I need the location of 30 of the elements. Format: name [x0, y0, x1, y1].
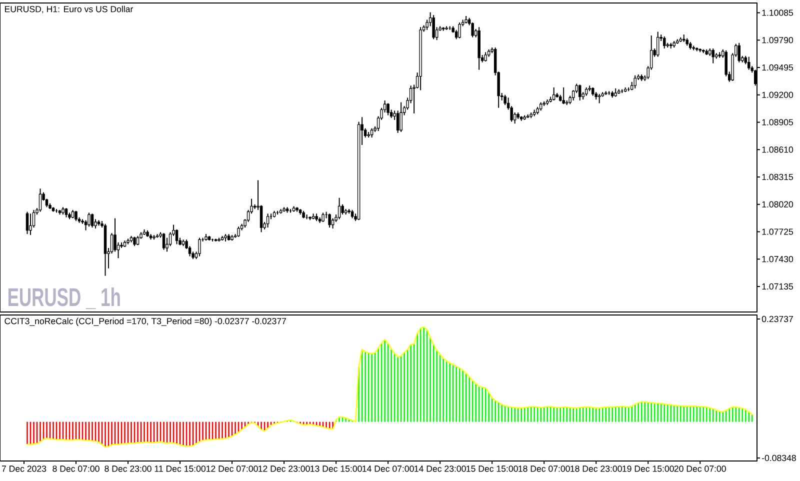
y-tick-label: 1.08020 [762, 201, 794, 208]
y-tick-label: 1.08315 [762, 174, 794, 180]
x-tick-label: 13 Dec 15:00 [310, 466, 362, 472]
y-tick-label: 1.07725 [762, 228, 794, 235]
x-tick-label: 18 Dec 07:00 [518, 466, 570, 472]
y-tick-label: 1.08905 [762, 119, 794, 126]
y-tick-label: 1.07430 [762, 256, 794, 262]
y-tick-label: 1.09790 [762, 36, 794, 44]
x-tick-label: 8 Dec 23:00 [104, 466, 152, 472]
x-tick-label: 18 Dec 23:00 [570, 466, 622, 472]
annotation: EURUSD _ 1h [8, 287, 120, 310]
chart-title: EURUSD, H1: Euro vs US Dollar [5, 6, 134, 14]
x-tick-label: 19 Dec 15:00 [622, 466, 674, 472]
x-tick-label: 12 Dec 23:00 [258, 466, 310, 472]
y-tick-label: 1.07135 [762, 283, 794, 290]
y-tick-label: 1.09200 [762, 92, 794, 98]
x-tick-label: 20 Dec 07:00 [674, 466, 726, 472]
y-tick-label: 1.10085 [762, 10, 794, 16]
x-tick-label: 11 Dec 15:00 [154, 466, 206, 472]
x-tick-label: 7 Dec 2023 [2, 466, 46, 472]
x-tick-label: 15 Dec 15:00 [466, 466, 518, 472]
y-tick-label: 1.09495 [762, 64, 794, 71]
x-tick-label: 8 Dec 07:00 [52, 466, 100, 472]
x-tick-label: 14 Dec 23:00 [414, 466, 466, 472]
x-tick-label: 14 Dec 07:00 [362, 466, 414, 472]
y-tick-label: 0.23737 [762, 316, 793, 322]
x-tick-label: 12 Dec 07:00 [206, 466, 258, 472]
y-tick-label: 1.08610 [762, 146, 794, 153]
chart-title: CCIT3_noReCalc (CCI_Period =170, T3_Period =80) -0.02377 -0.02377 [4, 318, 286, 326]
y-tick-label: -0.08348 [762, 454, 796, 462]
